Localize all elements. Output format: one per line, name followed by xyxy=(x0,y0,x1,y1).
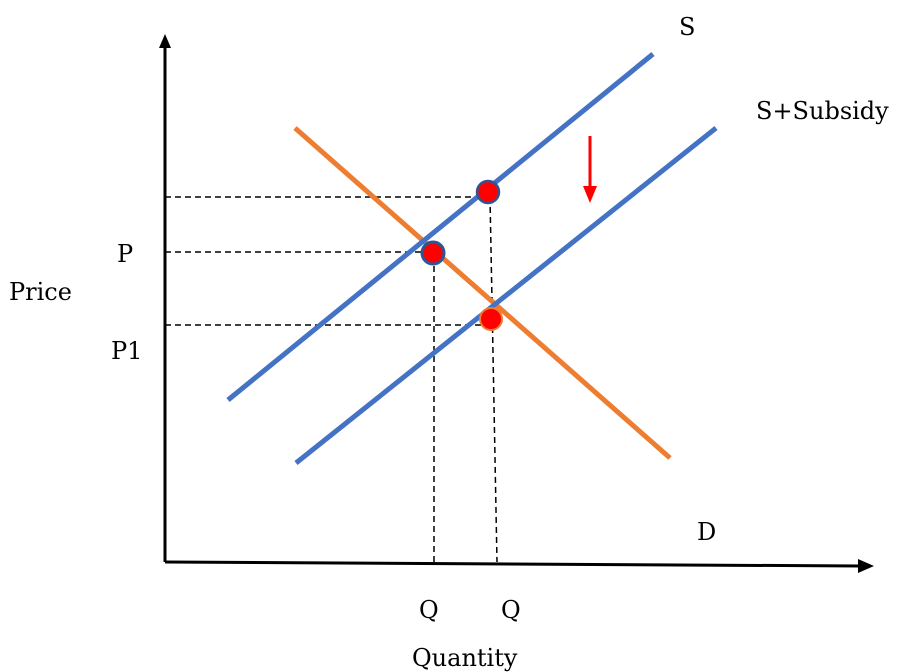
demand-curve xyxy=(293,126,672,460)
y-axis-arrowhead xyxy=(159,34,171,48)
quantity-q-label: Q xyxy=(419,596,439,624)
supply-subsidy-label: S+Subsidy xyxy=(756,97,889,125)
x-axis-title: Quantity xyxy=(412,644,518,672)
quantity-q-new-label: Q xyxy=(501,596,521,624)
supply-label: S xyxy=(679,13,695,41)
supply-subsidy-curve xyxy=(294,126,718,465)
guide-lines xyxy=(165,196,498,563)
guide-quantity-q-new xyxy=(489,196,498,563)
original-equilibrium-point xyxy=(420,240,446,266)
supply-curve xyxy=(226,52,655,402)
price-p1-label: P1 xyxy=(111,337,142,365)
x-axis xyxy=(164,560,861,568)
price-p-label: P xyxy=(117,240,133,268)
subsidy-price-supply-point xyxy=(475,179,501,205)
shift-down-arrow xyxy=(583,136,597,203)
demand-label: D xyxy=(697,518,716,546)
new-equilibrium-point xyxy=(479,307,503,331)
x-axis-arrowhead xyxy=(858,559,874,573)
y-axis-title: Price xyxy=(9,278,72,306)
